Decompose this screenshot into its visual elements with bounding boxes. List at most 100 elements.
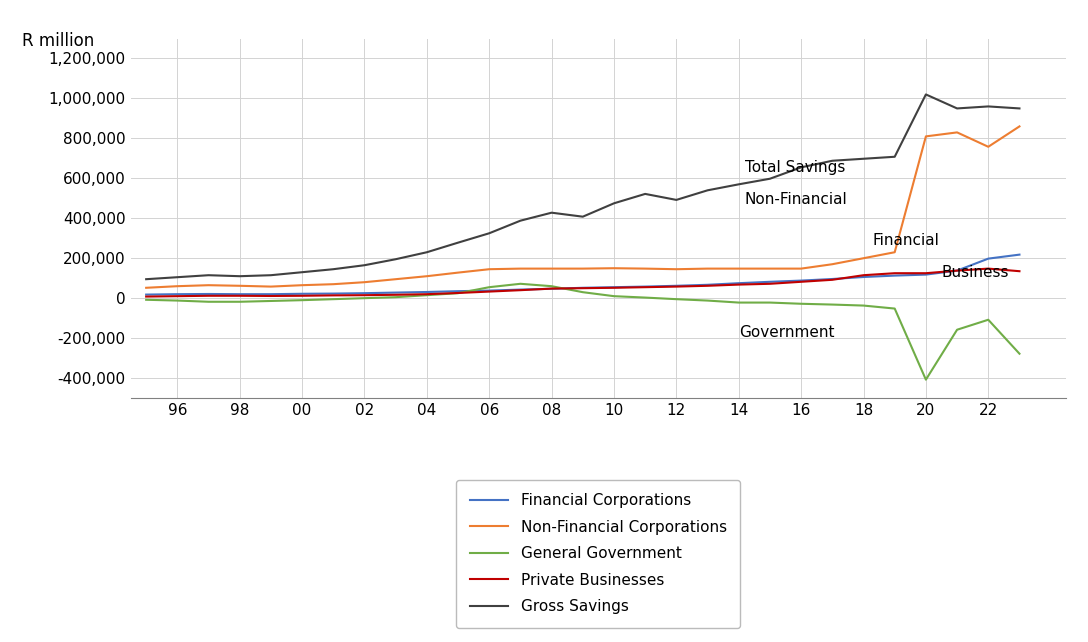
- Private Businesses: [358, 291, 371, 299]
- Gross Savings: [639, 190, 652, 198]
- Non-Financial Corporations: [1013, 123, 1026, 130]
- Gross Savings: [764, 175, 777, 182]
- Private Businesses: [1013, 267, 1026, 275]
- Gross Savings: [452, 239, 465, 247]
- Non-Financial Corporations: [919, 132, 932, 140]
- Legend: Financial Corporations, Non-Financial Corporations, General Government, Private : Financial Corporations, Non-Financial Co…: [456, 480, 741, 628]
- Non-Financial Corporations: [857, 254, 870, 262]
- Private Businesses: [857, 272, 870, 279]
- Non-Financial Corporations: [326, 281, 339, 288]
- General Government: [577, 288, 590, 296]
- Financial Corporations: [233, 290, 246, 298]
- Gross Savings: [888, 153, 901, 160]
- Financial Corporations: [981, 255, 994, 263]
- Non-Financial Corporations: [139, 284, 152, 291]
- Private Businesses: [732, 281, 745, 288]
- Financial Corporations: [764, 278, 777, 286]
- Private Businesses: [202, 292, 215, 300]
- Private Businesses: [764, 280, 777, 288]
- Financial Corporations: [670, 282, 683, 290]
- General Government: [639, 294, 652, 302]
- Non-Financial Corporations: [577, 265, 590, 272]
- Financial Corporations: [139, 291, 152, 299]
- General Government: [452, 290, 465, 297]
- Gross Savings: [919, 91, 932, 98]
- Gross Savings: [701, 186, 714, 194]
- Non-Financial Corporations: [545, 265, 558, 272]
- Financial Corporations: [171, 290, 184, 298]
- Gross Savings: [826, 157, 839, 164]
- Private Businesses: [826, 276, 839, 284]
- General Government: [826, 300, 839, 308]
- Line: Non-Financial Corporations: Non-Financial Corporations: [146, 126, 1019, 288]
- General Government: [857, 302, 870, 309]
- Financial Corporations: [794, 277, 807, 284]
- Private Businesses: [420, 290, 433, 298]
- Financial Corporations: [951, 267, 964, 275]
- Text: Financial: Financial: [873, 233, 940, 248]
- Gross Savings: [139, 275, 152, 283]
- General Government: [483, 283, 496, 291]
- Private Businesses: [390, 291, 403, 299]
- Text: Total Savings: Total Savings: [745, 160, 845, 175]
- Private Businesses: [701, 282, 714, 290]
- General Government: [981, 316, 994, 324]
- Non-Financial Corporations: [202, 281, 215, 289]
- Private Businesses: [233, 292, 246, 300]
- General Government: [764, 299, 777, 306]
- Financial Corporations: [919, 271, 932, 279]
- Financial Corporations: [826, 275, 839, 283]
- Private Businesses: [794, 278, 807, 286]
- Financial Corporations: [514, 286, 527, 293]
- Gross Savings: [981, 103, 994, 110]
- General Government: [794, 300, 807, 308]
- General Government: [514, 280, 527, 288]
- Private Businesses: [951, 267, 964, 275]
- General Government: [296, 297, 309, 304]
- Gross Savings: [171, 273, 184, 281]
- General Government: [390, 293, 403, 301]
- Non-Financial Corporations: [390, 275, 403, 283]
- Gross Savings: [326, 265, 339, 273]
- Non-Financial Corporations: [420, 272, 433, 280]
- Gross Savings: [514, 217, 527, 225]
- Private Businesses: [639, 283, 652, 291]
- General Government: [264, 297, 277, 305]
- Non-Financial Corporations: [639, 265, 652, 272]
- Line: Gross Savings: Gross Savings: [146, 94, 1019, 279]
- Private Businesses: [326, 291, 339, 299]
- Financial Corporations: [452, 288, 465, 295]
- General Government: [888, 305, 901, 313]
- Financial Corporations: [296, 290, 309, 298]
- Private Businesses: [545, 285, 558, 293]
- General Government: [1013, 350, 1026, 358]
- General Government: [951, 326, 964, 334]
- Gross Savings: [390, 256, 403, 263]
- Non-Financial Corporations: [296, 281, 309, 289]
- Gross Savings: [202, 272, 215, 279]
- Private Businesses: [981, 265, 994, 272]
- Non-Financial Corporations: [701, 265, 714, 272]
- Gross Savings: [577, 213, 590, 221]
- Non-Financial Corporations: [171, 282, 184, 290]
- General Government: [171, 297, 184, 304]
- Financial Corporations: [888, 272, 901, 279]
- Financial Corporations: [639, 282, 652, 290]
- Private Businesses: [514, 286, 527, 294]
- Private Businesses: [607, 284, 620, 291]
- Financial Corporations: [1013, 251, 1026, 259]
- Private Businesses: [888, 270, 901, 277]
- Financial Corporations: [420, 288, 433, 296]
- Gross Savings: [264, 272, 277, 279]
- Private Businesses: [577, 284, 590, 292]
- Financial Corporations: [390, 289, 403, 297]
- Gross Savings: [358, 261, 371, 269]
- General Government: [420, 291, 433, 299]
- Non-Financial Corporations: [670, 265, 683, 273]
- Text: R million: R million: [22, 32, 94, 50]
- General Government: [358, 294, 371, 302]
- Line: Private Businesses: Private Businesses: [146, 268, 1019, 297]
- Private Businesses: [483, 288, 496, 295]
- Private Businesses: [452, 289, 465, 297]
- Non-Financial Corporations: [358, 279, 371, 286]
